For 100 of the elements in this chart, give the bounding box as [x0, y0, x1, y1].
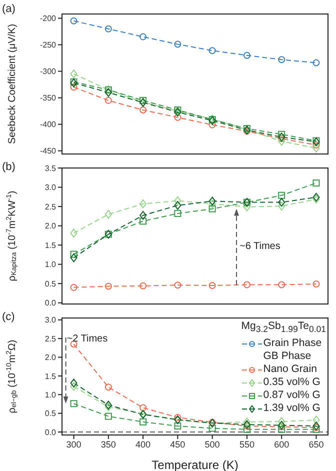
y-tick-label: -400 [40, 120, 57, 130]
y-tick-label: 1.0 [44, 260, 57, 270]
y-tick-label: 3.0 [44, 316, 57, 325]
x-tick-label: 400 [136, 439, 151, 450]
point [174, 40, 182, 48]
point [278, 426, 286, 433]
legend-label: 1.39 vol% G [263, 402, 320, 416]
point [208, 199, 216, 208]
point [70, 78, 78, 86]
legend-label: 0.87 vol% G [263, 389, 320, 402]
point [243, 202, 250, 212]
y-tick-label: 2.0 [44, 353, 57, 362]
point [140, 199, 147, 208]
point [243, 422, 250, 430]
point [174, 282, 182, 289]
legend-label: 0.35 vol% G [263, 376, 320, 390]
point [278, 135, 286, 142]
point [70, 17, 78, 24]
point [174, 414, 182, 421]
x-tick-label: 450 [170, 439, 186, 450]
point [70, 70, 78, 78]
y-tick-label: -200 [40, 14, 57, 24]
y-tick-label: 0.5 [44, 409, 57, 418]
legend-label: Grain Phase [263, 337, 322, 350]
annotation: ~6 Times [239, 240, 280, 252]
point [278, 192, 286, 199]
y-tick-label: 0.0 [44, 428, 57, 437]
y-tick-label: 2.0 [44, 222, 57, 231]
annotation: GB Phase [262, 350, 312, 364]
point [208, 205, 216, 212]
point [243, 52, 250, 59]
chart-title: (b) [2, 161, 16, 173]
point [174, 210, 182, 217]
point [278, 130, 286, 138]
point [208, 424, 216, 432]
annotation: ~2 Times [66, 334, 108, 345]
point [278, 281, 286, 288]
y-tick-label: 2.5 [44, 334, 57, 344]
y-tick-label: 3.0 [44, 183, 57, 192]
point [243, 426, 250, 433]
x-tick-label: 300 [66, 439, 82, 450]
point [104, 282, 112, 290]
point [312, 59, 320, 66]
x-tick-label: 500 [204, 439, 220, 450]
point [312, 137, 320, 144]
legend-title: Mg$_{3.2}$Sb$_{1.99}$Te$_{0.01}$ [241, 320, 326, 334]
x-tick-label: 550 [239, 439, 254, 450]
point [174, 106, 182, 114]
point [104, 400, 112, 410]
point [174, 114, 182, 121]
point [278, 56, 286, 64]
point [70, 378, 78, 388]
point [104, 96, 112, 104]
point [312, 280, 320, 288]
point [70, 284, 78, 291]
y-tick-label: 1.5 [44, 240, 57, 250]
point [70, 253, 78, 262]
y-tick-label: 0.0 [44, 298, 57, 308]
point [104, 88, 112, 97]
x-tick-label: 600 [274, 439, 290, 450]
y-tick-label: -450 [40, 146, 57, 156]
point [140, 218, 147, 225]
point [140, 418, 147, 426]
point [174, 196, 182, 206]
point [243, 420, 250, 429]
point [278, 136, 286, 146]
point [312, 422, 320, 430]
point [174, 200, 182, 210]
point [312, 180, 320, 187]
chart-title: (a) [2, 3, 16, 15]
y-tick-label: -250 [40, 40, 57, 50]
y-tick-label: 1.5 [44, 372, 57, 381]
point [243, 418, 250, 426]
point [243, 281, 250, 288]
point [243, 128, 250, 135]
y-tick-label: 2.5 [44, 202, 57, 212]
y-tick-label: -350 [40, 94, 57, 103]
point [208, 282, 216, 290]
y-tick-label: 1.0 [44, 390, 57, 400]
point [70, 228, 78, 238]
point [140, 33, 147, 40]
point [278, 198, 286, 207]
point [208, 196, 216, 206]
point [104, 412, 112, 420]
point [278, 417, 286, 426]
x-tick-label: 650 [308, 439, 324, 450]
point [104, 402, 112, 412]
point [104, 25, 112, 32]
point [70, 84, 78, 91]
point [208, 121, 216, 128]
point [140, 96, 147, 104]
y-tick-label: 3.5 [44, 164, 57, 173]
point [140, 210, 147, 220]
legend-label: Nano Grain [263, 363, 317, 376]
x-tick-label: 350 [100, 439, 116, 450]
chart-title: (c) [2, 311, 15, 323]
point [208, 47, 216, 54]
point [104, 384, 112, 391]
point [312, 416, 320, 424]
point [278, 423, 286, 430]
